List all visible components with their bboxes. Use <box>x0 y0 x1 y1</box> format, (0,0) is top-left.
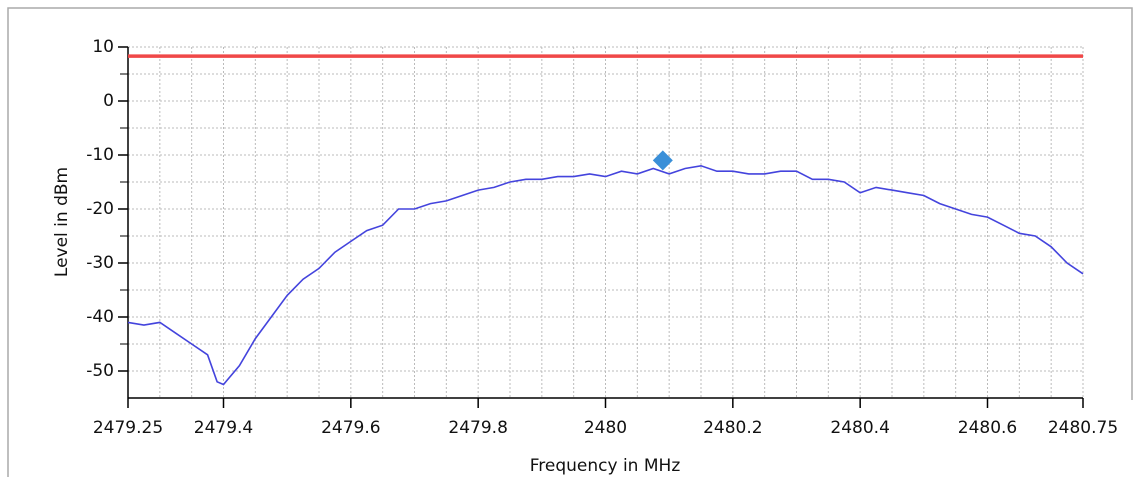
frame <box>7 7 1133 477</box>
x-tick-label: 2480.2 <box>703 418 762 438</box>
y-tick-label: -10 <box>86 145 114 165</box>
y-tick-label: 0 <box>103 91 114 111</box>
y-tick-label: -50 <box>86 361 114 381</box>
x-tick-label: 2479.25 <box>93 418 163 438</box>
y-tick-label: -30 <box>86 253 114 273</box>
y-tick-label: -20 <box>86 199 114 219</box>
y-tick-label: 10 <box>92 37 114 57</box>
x-tick-label: 2480.4 <box>830 418 889 438</box>
x-axis-title: Frequency in MHz <box>530 456 681 476</box>
x-tick-label: 2480 <box>584 418 627 438</box>
trace <box>127 164 1084 386</box>
x-tick-label: 2479.4 <box>194 418 253 438</box>
x-tick-label: 2480.6 <box>958 418 1017 438</box>
y-axis-title: Level in dBm <box>52 167 72 277</box>
marker <box>652 150 673 171</box>
x-tick-label: 2479.6 <box>321 418 380 438</box>
x-tick-label: 2480.75 <box>1048 418 1118 438</box>
y-tick-label: -40 <box>86 307 114 327</box>
x-tick-label: 2479.8 <box>448 418 507 438</box>
